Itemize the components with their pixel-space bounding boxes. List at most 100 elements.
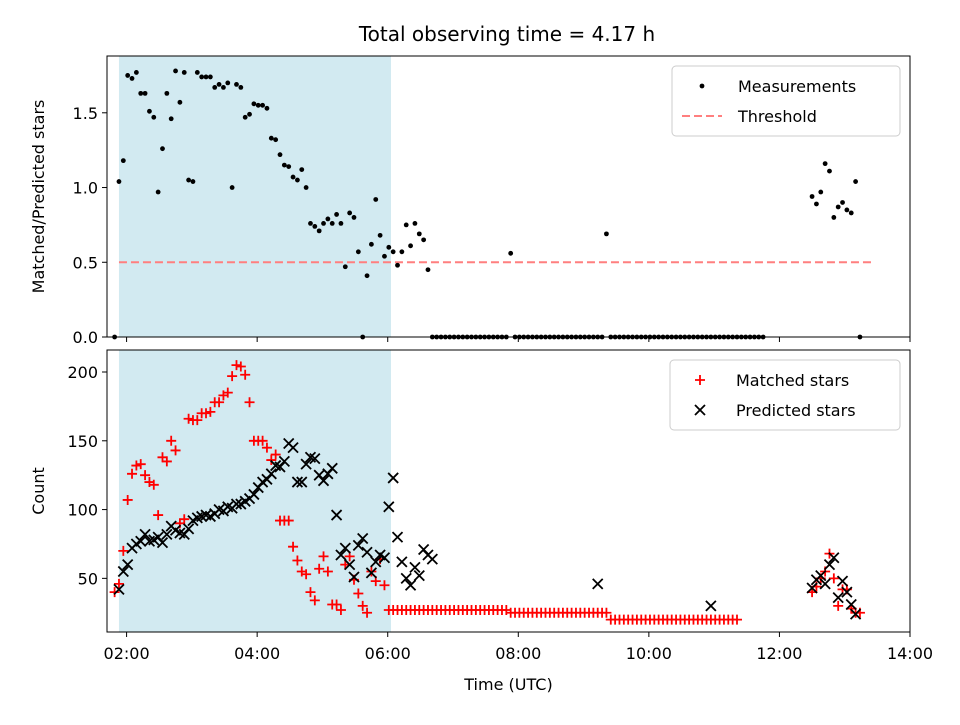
axes-frame: [106, 349, 911, 633]
data-point: [604, 231, 609, 237]
data-point: [225, 80, 231, 86]
data-point: [318, 551, 329, 562]
x-tick-label: 02:00: [104, 644, 150, 663]
data-point: [592, 578, 604, 590]
data-point: [322, 566, 333, 577]
data-point: [177, 99, 183, 105]
data-point: [377, 232, 383, 238]
data-point: [170, 445, 181, 456]
data-point: [127, 468, 138, 479]
data-point: [412, 221, 418, 226]
legend-label: Threshold: [737, 107, 817, 126]
data-point: [379, 580, 390, 591]
data-point: [819, 578, 831, 590]
data-point: [844, 207, 850, 213]
data-point: [278, 455, 290, 468]
x-tick-label: 06:00: [365, 644, 411, 663]
axes-frame: [106, 55, 911, 338]
data-point: [231, 360, 242, 371]
data-point: [370, 556, 382, 568]
data-point: [383, 501, 395, 513]
bottom-panel: 02:00 04:00 06:00 08:00 10:00 12:00 14:00 50 100…: [29, 349, 933, 694]
data-point: [113, 583, 125, 595]
data-point: [257, 435, 268, 446]
data-point: [339, 542, 351, 554]
data-point: [194, 70, 200, 75]
legend-label: Measurements: [738, 77, 856, 96]
data-point: [139, 528, 151, 540]
data-point: [321, 221, 326, 226]
data-point: [153, 510, 164, 521]
data-point: [160, 146, 165, 152]
data-point: [823, 558, 836, 571]
data-point: [118, 545, 129, 556]
data-point: [244, 397, 255, 408]
data-point: [131, 460, 142, 471]
data-point: [845, 598, 857, 611]
data-point: [203, 74, 209, 80]
data-point: [122, 494, 133, 505]
x-tick-label: 14:00: [887, 644, 933, 663]
y-tick-label: 200: [67, 363, 98, 382]
data-point: [404, 579, 417, 591]
data-point: [290, 174, 296, 180]
data-point: [296, 476, 308, 488]
legend-label: Predicted stars: [736, 401, 856, 420]
data-point: [344, 558, 356, 571]
data-point: [835, 204, 841, 210]
data-point: [347, 210, 353, 216]
data-point: [382, 253, 387, 259]
data-point: [227, 371, 238, 382]
data-point: [251, 101, 257, 107]
data-point: [148, 479, 159, 490]
data-point: [342, 264, 348, 270]
data-point: [147, 108, 152, 114]
y-axis-label: Matched/Predicted stars: [29, 100, 48, 294]
data-point: [299, 167, 305, 172]
data-point: [308, 221, 313, 226]
data-point: [135, 535, 147, 547]
data-point: [281, 162, 287, 168]
data-point: [396, 556, 408, 568]
data-point: [314, 563, 325, 574]
y-tick-label: 100: [67, 501, 98, 520]
data-point: [238, 84, 244, 90]
data-point: [317, 475, 330, 487]
data-point: [305, 587, 316, 598]
y-axis-label: Count: [29, 467, 48, 515]
legend-box: [669, 359, 901, 431]
data-point: [117, 565, 129, 578]
data-point: [156, 536, 169, 549]
data-point: [833, 600, 844, 611]
data-point: [192, 415, 203, 426]
y-tick-label: 0.5: [73, 253, 98, 272]
data-point: [183, 413, 194, 424]
data-point: [828, 573, 839, 584]
data-point: [125, 73, 131, 78]
y-tick-label: 1.5: [73, 104, 98, 123]
data-point: [207, 74, 213, 80]
data-point: [395, 262, 400, 268]
top-panel: 0.0 0.5 1.0 1.5 Matched/Predicted stars Measu…: [29, 55, 911, 347]
data-point: [135, 459, 146, 470]
data-point: [416, 231, 422, 237]
data-point: [403, 222, 409, 228]
data-point: [338, 221, 344, 226]
data-point: [731, 614, 742, 625]
data-point: [242, 114, 248, 120]
data-point: [806, 582, 818, 594]
data-point: [331, 599, 342, 610]
shaded-interval: [118, 56, 391, 337]
data-point: [122, 558, 134, 571]
data-point: [334, 212, 339, 217]
data-point: [386, 244, 392, 250]
x-tick-label: 10:00: [626, 644, 672, 663]
data-point: [264, 105, 270, 111]
data-point: [827, 168, 832, 174]
y-tick-label: 1.0: [73, 179, 98, 198]
legend-box: [671, 65, 901, 137]
data-point: [113, 578, 124, 589]
data-point: [705, 600, 717, 612]
y-tick-label: 0.0: [73, 328, 98, 347]
data-point: [288, 541, 299, 552]
